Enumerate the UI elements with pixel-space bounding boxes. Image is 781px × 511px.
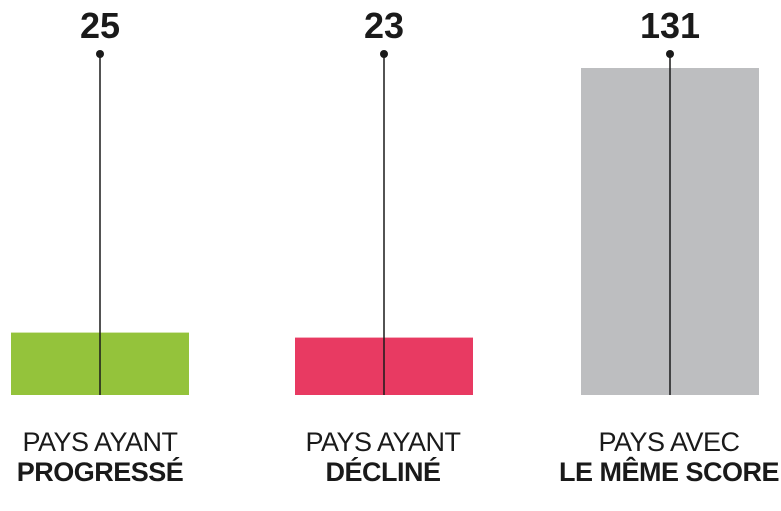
category-label-0-line1: PAYS AYANT bbox=[22, 427, 178, 457]
category-label-0-line2: PROGRESSÉ bbox=[16, 456, 184, 487]
category-label-1-line1: PAYS AYANT bbox=[305, 427, 461, 457]
category-label-0: PAYS AYANT PROGRESSÉ bbox=[0, 427, 220, 487]
leader-dot-2 bbox=[666, 50, 674, 58]
leader-dot-1 bbox=[380, 50, 388, 58]
value-label-0: 25 bbox=[80, 5, 120, 46]
category-label-2-line1: PAYS AVEC bbox=[598, 427, 740, 457]
category-label-1-line2: DÉCLINÉ bbox=[325, 456, 441, 487]
leader-dot-0 bbox=[96, 50, 104, 58]
category-label-2: PAYS AVEC LE MÊME SCORE bbox=[549, 427, 781, 487]
category-label-2-line2: LE MÊME SCORE bbox=[558, 456, 780, 487]
value-label-1: 23 bbox=[364, 5, 404, 46]
value-label-2: 131 bbox=[640, 5, 700, 46]
category-label-1: PAYS AYANT DÉCLINÉ bbox=[263, 427, 503, 487]
